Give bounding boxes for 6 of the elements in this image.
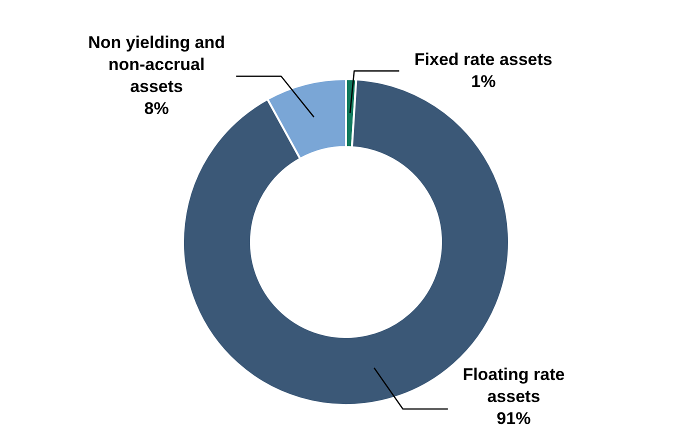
slice-label: Non yielding and non-accrual assets [88, 33, 226, 96]
data-label: 1% [471, 72, 496, 91]
slice-label: Fixed rate assets [414, 50, 552, 69]
data-label: 8% [144, 99, 169, 118]
slice-label: Floating rate assets [462, 365, 565, 406]
data-label: 91% [496, 409, 531, 428]
